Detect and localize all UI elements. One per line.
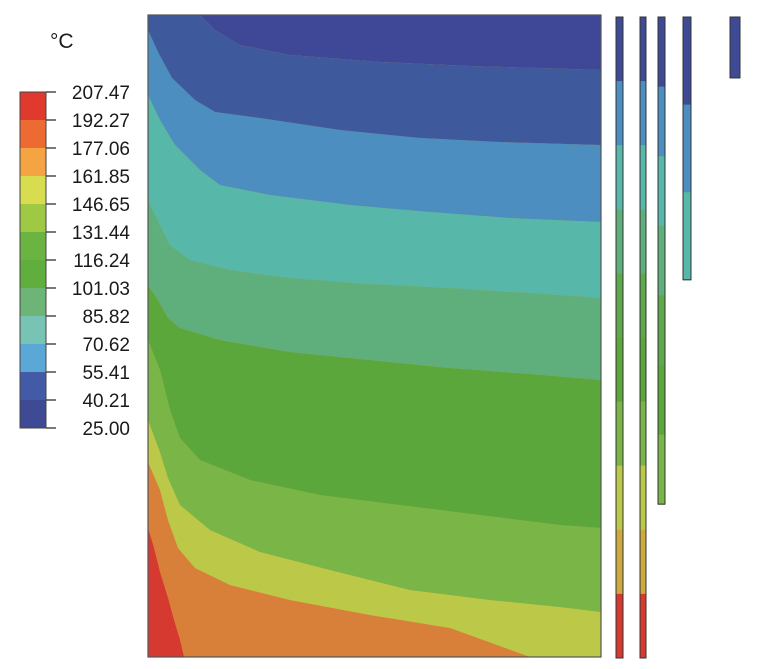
contour-band-7 <box>148 200 601 380</box>
contour-band-6 <box>148 285 601 528</box>
side-bar-1-segment-4 <box>616 209 623 274</box>
side-bar-1-segment-3 <box>616 145 623 210</box>
legend-band-10 <box>20 344 46 372</box>
side-bar-2-segment-5 <box>640 273 646 338</box>
legend-band-6 <box>20 232 46 260</box>
legend-band-2 <box>20 120 46 148</box>
legend-band-7 <box>20 260 46 288</box>
side-bar-5-segment-1 <box>730 17 740 79</box>
side-bar-1-segment-5 <box>616 273 623 338</box>
side-bar-4-segment-3 <box>683 192 691 281</box>
contour-band-10 <box>148 15 601 145</box>
side-bar-2-segment-7 <box>640 401 646 467</box>
legend-band-3 <box>20 148 46 176</box>
side-bar-1-segment-8 <box>616 465 623 531</box>
side-bar-4-segment-1 <box>683 17 691 106</box>
contour-plot <box>147 14 602 658</box>
legend-tick-label-1: 207.47 <box>72 83 130 104</box>
legend-tick-label-12: 40.21 <box>82 391 130 412</box>
side-bar-3-border <box>657 16 666 505</box>
legend-tick-label-7: 116.24 <box>73 251 130 272</box>
side-bar-3-segment-1 <box>658 17 665 88</box>
side-bar-3-segment-6 <box>658 364 665 436</box>
contour-band-2 <box>148 462 601 657</box>
contour-band-11 <box>200 15 601 70</box>
side-bar-1-segment-1 <box>616 17 623 82</box>
legend-tick-label-11: 55.41 <box>82 363 130 384</box>
legend-tick-label-6: 131.44 <box>72 223 131 244</box>
contour-plot-border <box>147 14 602 658</box>
side-bar-2-segment-4 <box>640 209 646 274</box>
legend-tick-label-3: 177.06 <box>72 139 130 160</box>
color-legend: 207.47 192.27 177.06 161.85 146.65 131.44 116.… <box>19 83 131 440</box>
side-bar-2-segment-3 <box>640 145 646 210</box>
side-bar-1-segment-9 <box>616 529 623 595</box>
side-bar-5-border <box>729 16 741 79</box>
side-bar-2-segment-6 <box>640 337 646 403</box>
legend-band-12 <box>20 400 46 428</box>
legend-tick-label-2: 192.27 <box>72 111 130 132</box>
legend-tick-label-13: 25.00 <box>82 419 130 440</box>
side-bar-2-segment-1 <box>640 17 646 82</box>
legend-band-1 <box>20 92 46 120</box>
legend-band-11 <box>20 372 46 400</box>
legend-band-5 <box>20 204 46 232</box>
side-bars <box>615 16 741 659</box>
side-bar-3-segment-2 <box>658 86 665 157</box>
side-bar-4-segment-2 <box>683 104 691 193</box>
contour-band-8 <box>148 95 601 298</box>
legend-tick-label-9: 85.82 <box>82 307 130 328</box>
side-bar-2-segment-8 <box>640 465 646 531</box>
legend-band-4 <box>20 176 46 204</box>
contour-band-9 <box>148 30 601 222</box>
side-bar-4-border <box>682 16 692 281</box>
side-bar-1-segment-2 <box>616 81 623 146</box>
side-bar-1-segment-7 <box>616 401 623 467</box>
legend-band-8 <box>20 288 46 316</box>
side-bar-1-segment-10 <box>616 593 623 659</box>
legend-tick-label-8: 101.03 <box>72 279 130 300</box>
side-bar-2-segment-2 <box>640 81 646 146</box>
side-bar-2-segment-9 <box>640 529 646 595</box>
side-bar-3-segment-4 <box>658 225 665 296</box>
legend-tick-label-10: 70.62 <box>82 335 130 356</box>
legend-band-9 <box>20 316 46 344</box>
side-bar-1-segment-6 <box>616 337 623 403</box>
contour-band-5 <box>148 340 601 612</box>
side-bar-3-segment-3 <box>658 156 665 227</box>
contour-band-4 <box>148 420 601 657</box>
side-bar-3-segment-5 <box>658 295 665 366</box>
side-bar-1-border <box>615 16 624 659</box>
unit-label: °C <box>50 30 74 53</box>
legend-tick-label-4: 161.85 <box>72 167 130 188</box>
contour-band-3 <box>148 528 184 657</box>
legend-tick-label-5: 146.65 <box>72 195 130 216</box>
side-bar-2-segment-10 <box>640 593 646 659</box>
side-bar-2-border <box>639 16 647 659</box>
side-bar-3-segment-7 <box>658 434 665 505</box>
